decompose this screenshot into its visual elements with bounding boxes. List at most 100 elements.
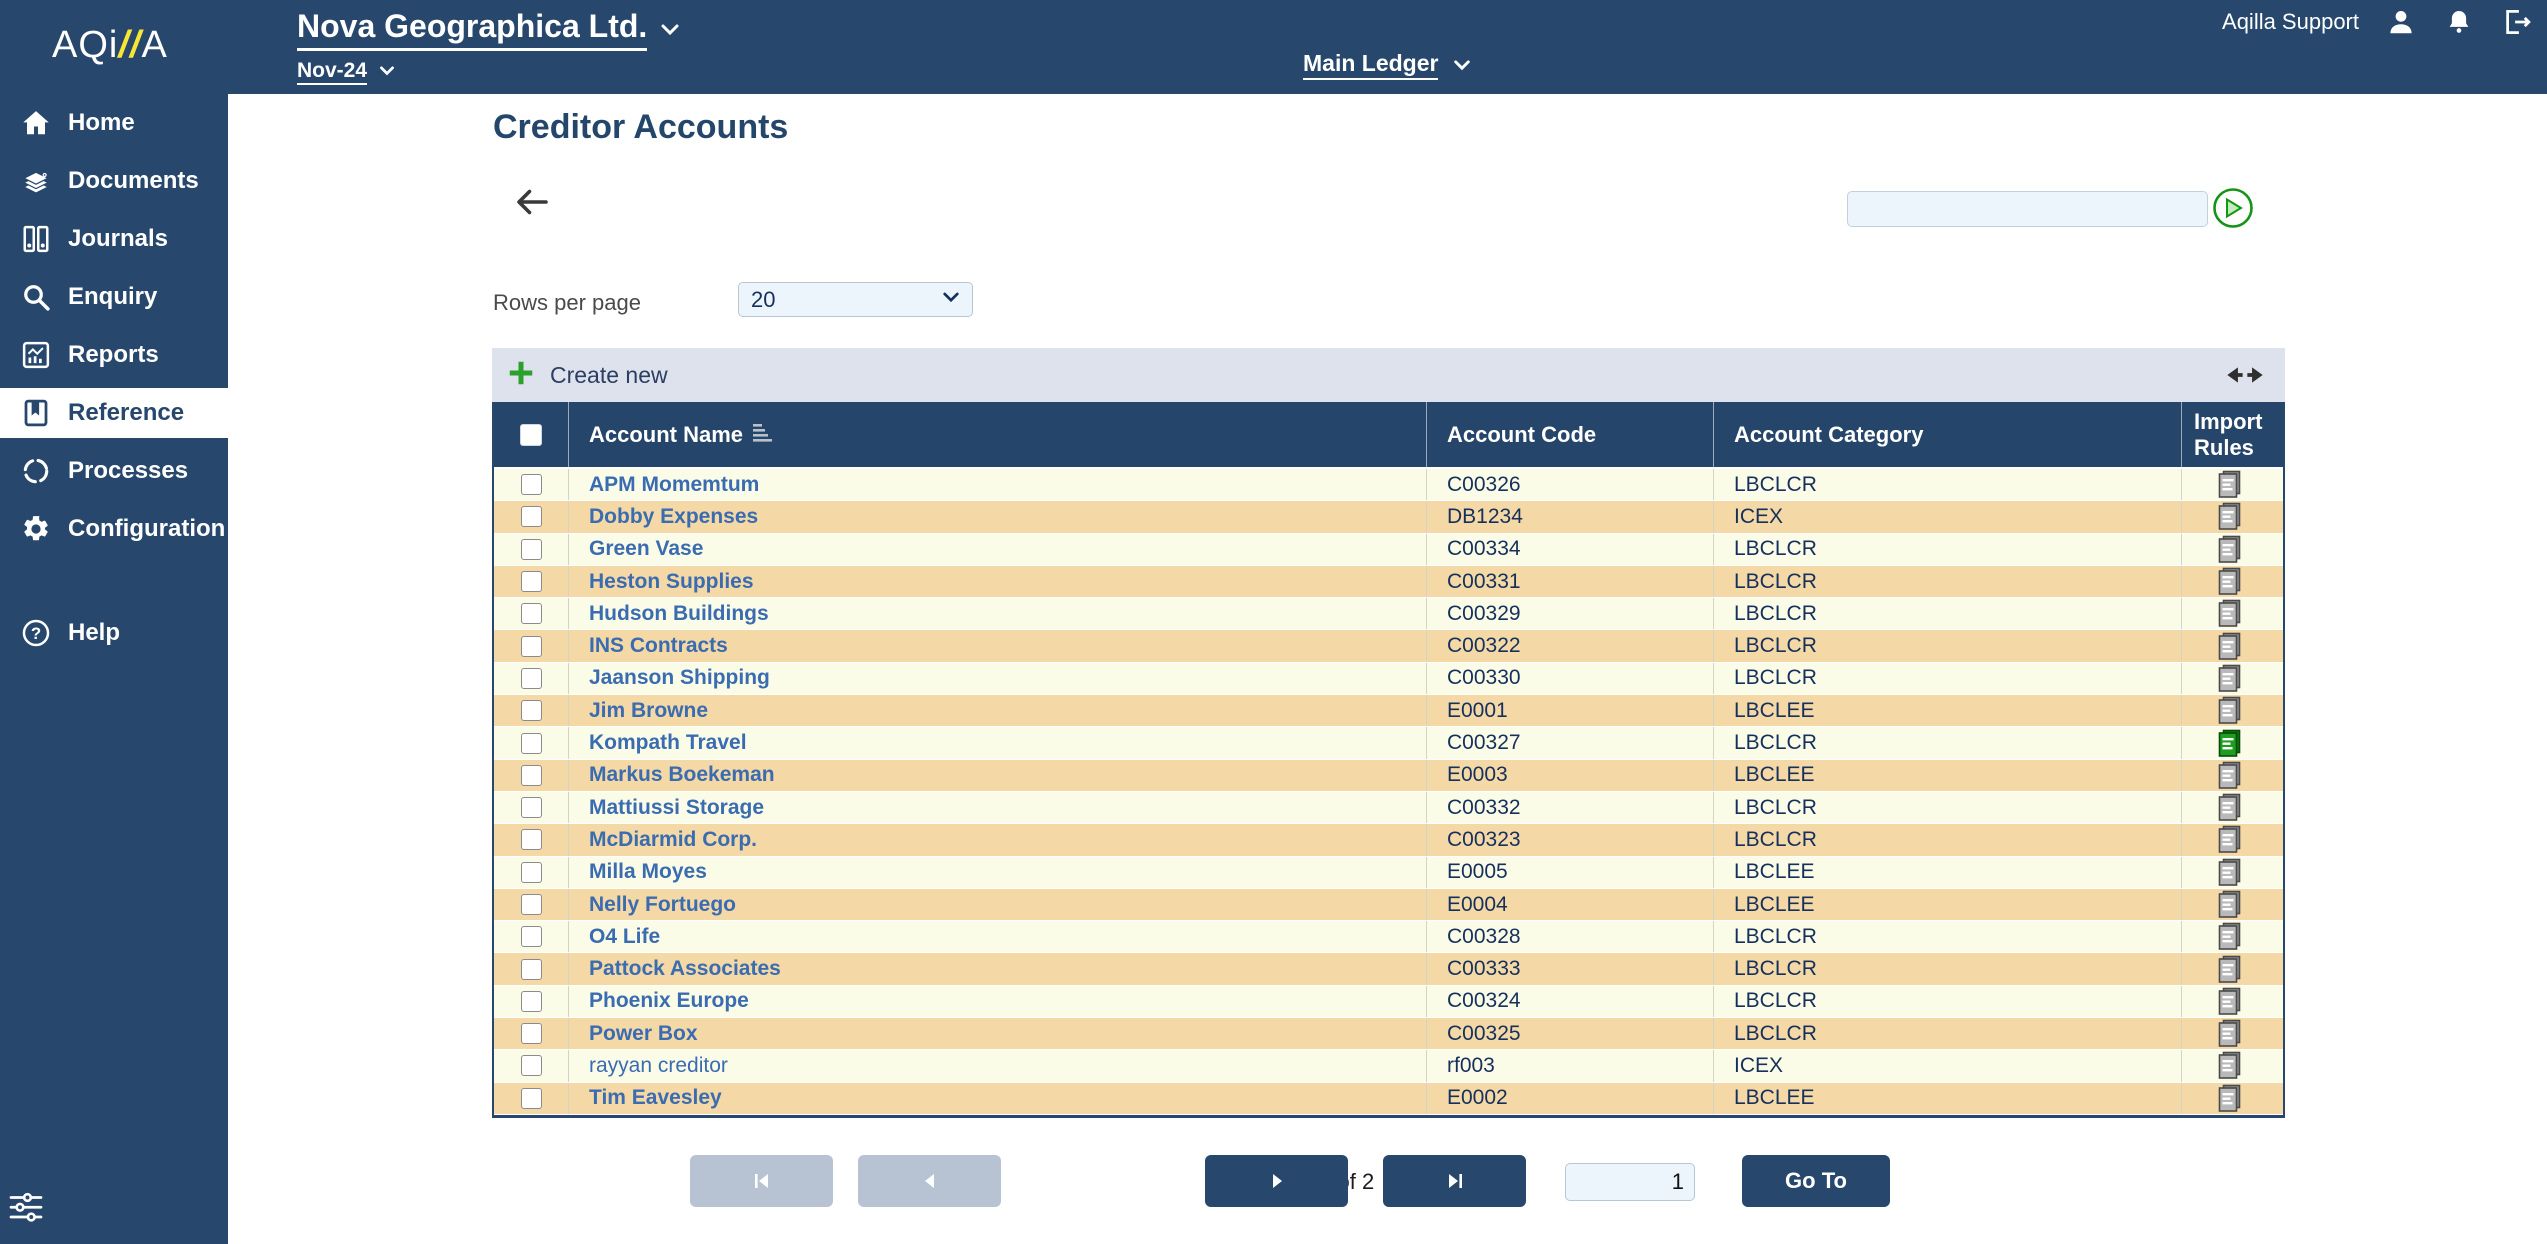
- import-rules-icon[interactable]: [2217, 761, 2242, 790]
- table-row: Kompath Travel C00327 LBCLCR: [494, 727, 2283, 760]
- row-checkbox[interactable]: [520, 474, 542, 496]
- user-icon[interactable]: [2385, 6, 2417, 38]
- sidebar-item-reference[interactable]: Reference: [0, 388, 228, 438]
- header-account-name[interactable]: Account Name: [568, 402, 1426, 467]
- account-name-link[interactable]: Mattiussi Storage: [589, 795, 765, 819]
- account-name-link[interactable]: Kompath Travel: [589, 731, 747, 755]
- import-rules-icon[interactable]: [2217, 793, 2242, 822]
- import-rules-icon[interactable]: [2217, 502, 2242, 531]
- resize-columns-icon[interactable]: [2225, 360, 2265, 390]
- account-name-link[interactable]: APM Momemtum: [589, 472, 760, 496]
- row-checkbox[interactable]: [520, 958, 542, 980]
- row-checkbox[interactable]: [520, 603, 542, 625]
- sidebar-item-documents[interactable]: Documents: [0, 152, 228, 210]
- logout-icon[interactable]: [2501, 6, 2533, 38]
- row-checkbox[interactable]: [520, 1023, 542, 1045]
- import-rules-icon[interactable]: [2217, 729, 2242, 758]
- account-name-link[interactable]: Green Vase: [589, 537, 704, 561]
- row-checkbox[interactable]: [520, 797, 542, 819]
- row-checkbox[interactable]: [520, 829, 542, 851]
- row-checkbox[interactable]: [520, 571, 542, 593]
- account-name-link[interactable]: Nelly Fortuego: [589, 892, 737, 916]
- import-rules-icon[interactable]: [2217, 1051, 2242, 1080]
- header-account-category[interactable]: Account Category: [1713, 402, 2181, 467]
- import-rules-icon[interactable]: [2217, 696, 2242, 725]
- account-name-link[interactable]: Tim Eavesley: [589, 1086, 722, 1110]
- row-checkbox[interactable]: [520, 732, 542, 754]
- select-all-checkbox[interactable]: [520, 423, 542, 446]
- goto-button[interactable]: Go To: [1742, 1155, 1890, 1207]
- first-page-button[interactable]: [690, 1155, 833, 1207]
- row-checkbox[interactable]: [520, 506, 542, 528]
- import-rules-icon[interactable]: [2217, 858, 2242, 887]
- next-page-button[interactable]: [1205, 1155, 1348, 1207]
- row-checkbox[interactable]: [520, 861, 542, 883]
- import-rules-icon[interactable]: [2217, 1019, 2242, 1048]
- sidebar-item-journals[interactable]: Journals: [0, 210, 228, 268]
- import-rules-icon[interactable]: [2217, 567, 2242, 596]
- chevron-down-icon[interactable]: [379, 64, 395, 82]
- chevron-down-icon[interactable]: [660, 23, 680, 42]
- row-checkbox[interactable]: [520, 1055, 542, 1077]
- import-rules-icon[interactable]: [2217, 535, 2242, 564]
- import-rules-icon[interactable]: [2217, 599, 2242, 628]
- search-input[interactable]: [1847, 191, 2208, 227]
- row-checkbox[interactable]: [520, 538, 542, 560]
- import-rules-icon[interactable]: [2217, 664, 2242, 693]
- import-rules-icon[interactable]: [2217, 922, 2242, 951]
- notifications-icon[interactable]: [2443, 6, 2475, 38]
- account-name-link[interactable]: Markus Boekeman: [589, 763, 775, 787]
- previous-page-button[interactable]: [858, 1155, 1001, 1207]
- sidebar-item-label: Documents: [68, 167, 199, 194]
- account-name-link[interactable]: Heston Supplies: [589, 569, 754, 593]
- row-checkbox[interactable]: [520, 894, 542, 915]
- sidebar-item-home[interactable]: Home: [0, 94, 228, 152]
- page-number-input[interactable]: [1565, 1163, 1695, 1201]
- preferences-sliders-icon[interactable]: [8, 1190, 44, 1226]
- last-page-button[interactable]: [1383, 1155, 1526, 1207]
- ledger-selector[interactable]: Main Ledger: [1303, 50, 1439, 80]
- account-name-link[interactable]: Phoenix Europe: [589, 989, 749, 1013]
- account-name-link[interactable]: Jim Browne: [589, 698, 709, 722]
- account-name-link[interactable]: Hudson Buildings: [589, 601, 769, 625]
- account-name-link[interactable]: rayyan creditor: [589, 1053, 728, 1077]
- sidebar-item-help[interactable]: ? Help: [0, 604, 228, 662]
- row-checkbox[interactable]: [520, 764, 542, 786]
- row-checkbox[interactable]: [520, 635, 542, 657]
- import-rules-icon[interactable]: [2217, 1084, 2242, 1113]
- sidebar-item-configuration[interactable]: Configuration: [0, 500, 228, 558]
- table-row: Heston Supplies C00331 LBCLCR: [494, 565, 2283, 599]
- back-button[interactable]: [513, 184, 549, 220]
- import-rules-icon[interactable]: [2217, 632, 2242, 661]
- rows-per-page-select[interactable]: 20: [738, 282, 973, 317]
- account-name-link[interactable]: McDiarmid Corp.: [589, 827, 758, 851]
- import-rules-icon[interactable]: [2217, 890, 2242, 919]
- account-name-link[interactable]: Milla Moyes: [589, 860, 707, 884]
- import-rules-icon[interactable]: [2217, 470, 2242, 499]
- row-checkbox[interactable]: [520, 1087, 542, 1109]
- import-rules-icon[interactable]: [2217, 987, 2242, 1016]
- account-name-link[interactable]: Jaanson Shipping: [589, 666, 770, 690]
- table-panel: Create new Account Name Account Code: [492, 348, 2285, 1118]
- sidebar-item-reports[interactable]: Reports: [0, 326, 228, 384]
- sidebar-item-enquiry[interactable]: Enquiry: [0, 268, 228, 326]
- create-new-button[interactable]: Create new: [506, 358, 668, 393]
- row-checkbox[interactable]: [520, 667, 542, 689]
- period-selector[interactable]: Nov-24: [297, 59, 368, 85]
- company-selector[interactable]: Nova Geographica Ltd.: [297, 8, 648, 51]
- import-rules-icon[interactable]: [2217, 825, 2242, 854]
- account-name-link[interactable]: Pattock Associates: [589, 957, 781, 981]
- account-name-link[interactable]: O4 Life: [589, 924, 661, 948]
- sort-icon[interactable]: [753, 422, 775, 448]
- row-checkbox[interactable]: [520, 990, 542, 1012]
- search-go-icon[interactable]: [2212, 187, 2254, 229]
- row-checkbox[interactable]: [520, 700, 542, 722]
- account-name-link[interactable]: INS Contracts: [589, 634, 728, 658]
- header-account-code[interactable]: Account Code: [1426, 402, 1713, 467]
- import-rules-icon[interactable]: [2217, 955, 2242, 984]
- sidebar-item-processes[interactable]: Processes: [0, 442, 228, 500]
- account-name-link[interactable]: Power Box: [589, 1021, 698, 1045]
- chevron-down-icon[interactable]: [1453, 51, 1471, 78]
- account-name-link[interactable]: Dobby Expenses: [589, 504, 759, 528]
- row-checkbox[interactable]: [520, 926, 542, 948]
